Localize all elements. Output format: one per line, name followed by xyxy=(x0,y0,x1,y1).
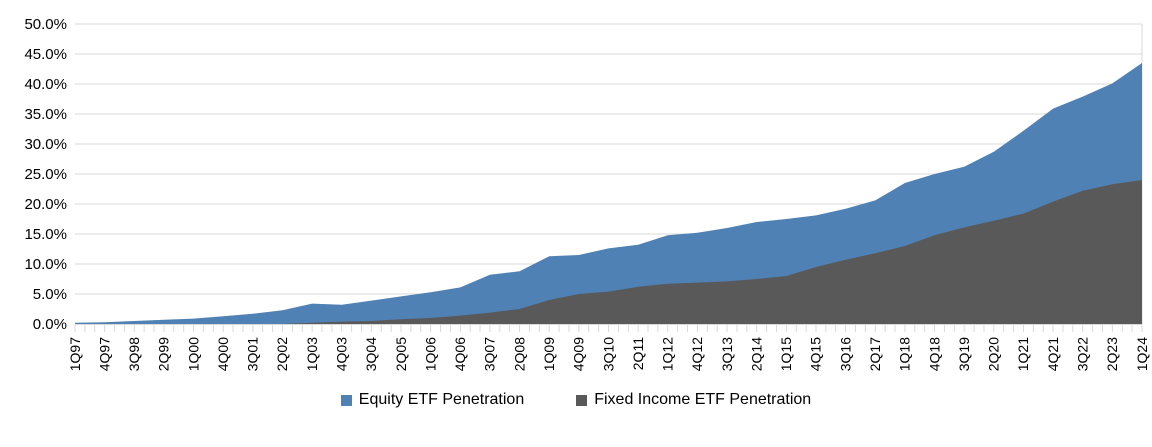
x-axis-label: 4Q97 xyxy=(96,337,112,371)
y-axis-label: 45.0% xyxy=(24,46,67,63)
x-axis-label: 2Q99 xyxy=(156,337,172,371)
y-axis-label: 20.0% xyxy=(24,196,67,213)
x-axis-label: 1Q18 xyxy=(897,337,913,371)
y-axis-label: 50.0% xyxy=(24,16,67,33)
x-axis-label: 4Q18 xyxy=(926,337,942,371)
x-axis-label: 4Q15 xyxy=(808,337,824,371)
x-axis-label: 1Q06 xyxy=(422,337,438,371)
x-axis-label: 1Q09 xyxy=(541,337,557,371)
legend-item-equity: Equity ETF Penetration xyxy=(340,391,525,408)
legend-label-fixed-income: Fixed Income ETF Penetration xyxy=(594,391,812,408)
x-axis-label: 1Q24 xyxy=(1134,337,1150,371)
x-axis-label: 2Q23 xyxy=(1104,337,1120,371)
x-axis-label: 3Q19 xyxy=(956,337,972,371)
x-axis-label: 2Q20 xyxy=(986,337,1002,371)
x-axis-label: 3Q13 xyxy=(719,337,735,371)
x-axis-label: 1Q00 xyxy=(185,337,201,371)
x-axis-label: 3Q07 xyxy=(482,337,498,371)
x-axis-label: 1Q03 xyxy=(304,337,320,371)
x-axis-label: 3Q98 xyxy=(126,337,142,371)
y-axis-label: 15.0% xyxy=(24,226,67,243)
legend-item-fixed-income: Fixed Income ETF Penetration xyxy=(576,392,811,408)
x-axis-label: 1Q15 xyxy=(778,337,794,371)
legend: Equity ETF Penetration Fixed Income ETF … xyxy=(0,392,1152,408)
x-axis-label: 4Q12 xyxy=(689,337,705,371)
y-axis-label: 10.0% xyxy=(24,256,67,273)
x-axis-label: 4Q03 xyxy=(334,337,350,371)
x-axis-label: 2Q05 xyxy=(393,337,409,371)
x-axis-label: 1Q97 xyxy=(67,337,83,371)
y-axis-label: 5.0% xyxy=(33,286,67,303)
x-axis-label: 3Q16 xyxy=(837,337,853,371)
x-axis-label: 3Q01 xyxy=(245,337,261,371)
y-axis-label: 35.0% xyxy=(24,106,67,123)
x-axis-label: 1Q21 xyxy=(1015,337,1031,371)
equity-series-swatch-icon xyxy=(340,394,352,406)
x-axis-label: 2Q08 xyxy=(511,337,527,371)
y-axis-label: 0.0% xyxy=(33,316,67,333)
x-axis-label: 4Q21 xyxy=(1045,337,1061,371)
x-axis-label: 3Q22 xyxy=(1074,337,1090,371)
fixed-income-series-swatch-icon xyxy=(576,394,588,406)
x-axis-label: 1Q12 xyxy=(660,337,676,371)
x-axis-label: 2Q17 xyxy=(867,337,883,371)
x-axis-label: 2Q14 xyxy=(748,337,764,371)
x-axis-label: 4Q09 xyxy=(571,337,587,371)
x-axis-label: 4Q00 xyxy=(215,337,231,371)
y-axis-label: 30.0% xyxy=(24,136,67,153)
y-axis-label: 25.0% xyxy=(24,166,67,183)
x-axis-label: 2Q02 xyxy=(274,337,290,371)
chart-svg: 0.0% 5.0% 10.0% 15.0% 20.0% 25.0% 30.0% 35.0% 40… xyxy=(24,16,1150,371)
legend-label-equity: Equity ETF Penetration xyxy=(358,391,525,408)
x-axis-label: 3Q10 xyxy=(600,337,616,371)
x-axis-label: 4Q06 xyxy=(452,337,468,371)
x-axis-label: 2Q11 xyxy=(630,337,646,370)
fixed-income-area-series xyxy=(75,180,1142,324)
x-axis-label: 3Q04 xyxy=(363,337,379,371)
y-axis-label: 40.0% xyxy=(24,76,67,93)
